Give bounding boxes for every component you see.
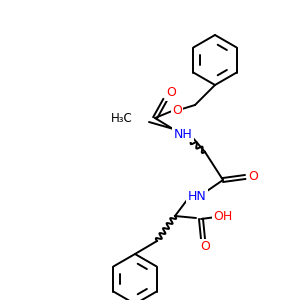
Text: O: O (166, 86, 176, 100)
Text: HN: HN (188, 190, 206, 202)
Text: O: O (172, 103, 182, 116)
Text: O: O (200, 241, 210, 254)
Text: H₃C: H₃C (111, 112, 133, 124)
Text: OH: OH (213, 209, 232, 223)
Text: NH: NH (174, 128, 192, 140)
Text: O: O (248, 169, 258, 182)
